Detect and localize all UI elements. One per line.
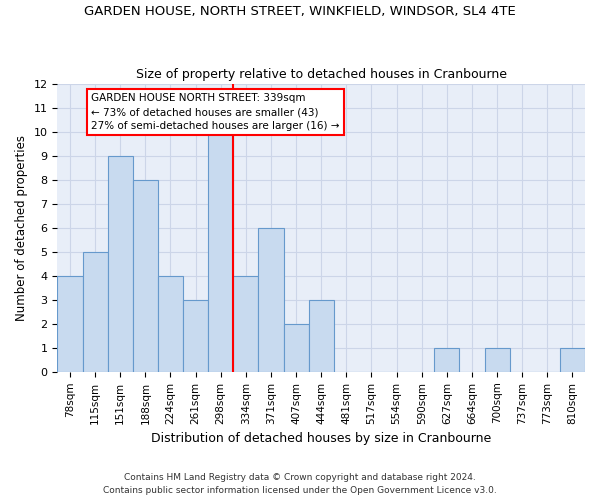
Bar <box>208 132 233 372</box>
Bar <box>83 252 107 372</box>
Bar <box>107 156 133 372</box>
Y-axis label: Number of detached properties: Number of detached properties <box>15 134 28 320</box>
X-axis label: Distribution of detached houses by size in Cranbourne: Distribution of detached houses by size … <box>151 432 491 445</box>
Bar <box>183 300 208 372</box>
Bar <box>308 300 334 372</box>
Bar <box>259 228 284 372</box>
Bar <box>284 324 308 372</box>
Title: Size of property relative to detached houses in Cranbourne: Size of property relative to detached ho… <box>136 68 507 81</box>
Bar <box>485 348 509 372</box>
Bar <box>434 348 460 372</box>
Text: Contains HM Land Registry data © Crown copyright and database right 2024.
Contai: Contains HM Land Registry data © Crown c… <box>103 474 497 495</box>
Bar <box>158 276 183 372</box>
Bar <box>560 348 585 372</box>
Text: GARDEN HOUSE, NORTH STREET, WINKFIELD, WINDSOR, SL4 4TE: GARDEN HOUSE, NORTH STREET, WINKFIELD, W… <box>84 5 516 18</box>
Bar <box>233 276 259 372</box>
Text: GARDEN HOUSE NORTH STREET: 339sqm
← 73% of detached houses are smaller (43)
27% : GARDEN HOUSE NORTH STREET: 339sqm ← 73% … <box>91 93 340 131</box>
Bar <box>58 276 83 372</box>
Bar <box>133 180 158 372</box>
